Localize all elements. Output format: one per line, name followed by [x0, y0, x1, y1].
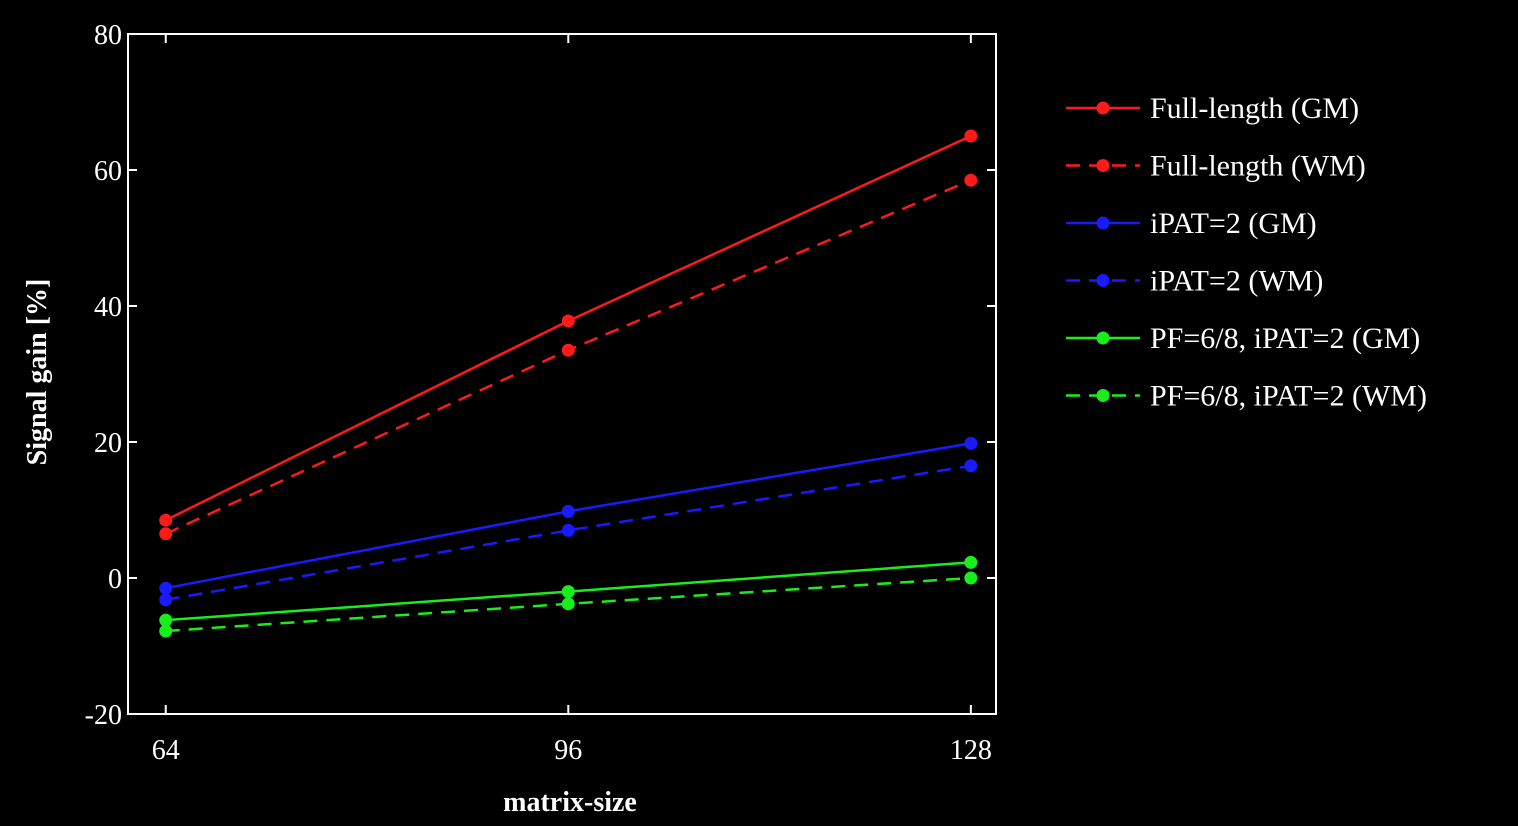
y-axis: -20 0 20 40 60 80 [85, 20, 996, 731]
legend-marker [1096, 101, 1110, 115]
y-tick-label: 0 [108, 564, 122, 595]
y-tick-label: 80 [94, 20, 122, 51]
data-point [159, 593, 173, 607]
plot-area [127, 33, 997, 715]
legend-marker [1096, 389, 1110, 402]
legend-label: Full-length (GM) [1150, 92, 1359, 125]
data-point [561, 314, 575, 328]
data-point [159, 624, 173, 638]
x-tick-label: 96 [554, 735, 582, 766]
x-axis: 64 96 128 [152, 34, 992, 766]
legend-label: Full-length (WM) [1150, 150, 1366, 183]
series-layer [159, 129, 978, 638]
legend-marker [1096, 274, 1110, 287]
x-axis-label: matrix-size [503, 787, 637, 818]
data-point [159, 513, 173, 527]
legend-marker [1096, 331, 1110, 345]
data-point [964, 173, 978, 187]
legend-label: iPAT=2 (GM) [1150, 207, 1317, 240]
x-tick-label: 64 [152, 735, 180, 766]
data-point [561, 585, 575, 599]
data-point [964, 555, 978, 569]
data-point [561, 597, 575, 611]
data-point [964, 129, 978, 143]
legend-marker [1096, 159, 1110, 172]
y-tick-label: 40 [94, 292, 122, 323]
data-point [964, 436, 978, 450]
legend-label: PF=6/8, iPAT=2 (GM) [1150, 322, 1420, 355]
x-tick-label: 128 [950, 735, 992, 766]
legend-label: iPAT=2 (WM) [1150, 265, 1323, 298]
data-point [561, 343, 575, 357]
data-point [159, 527, 173, 541]
legend-label: PF=6/8, iPAT=2 (WM) [1150, 380, 1427, 413]
legend-marker [1096, 216, 1110, 230]
legend: Full-length (GM) Full-length (WM) iPAT=2 (… [1066, 92, 1427, 413]
series-line [165, 464, 972, 601]
y-tick-label: 60 [94, 156, 122, 187]
data-point [964, 459, 978, 473]
y-axis-label: Signal gain [%] [22, 279, 53, 466]
data-point [561, 504, 575, 518]
data-point [159, 613, 173, 627]
data-point [561, 523, 575, 537]
y-tick-label: -20 [85, 700, 122, 731]
data-point [159, 581, 173, 595]
data-point [964, 571, 978, 585]
y-tick-label: 20 [94, 428, 122, 459]
